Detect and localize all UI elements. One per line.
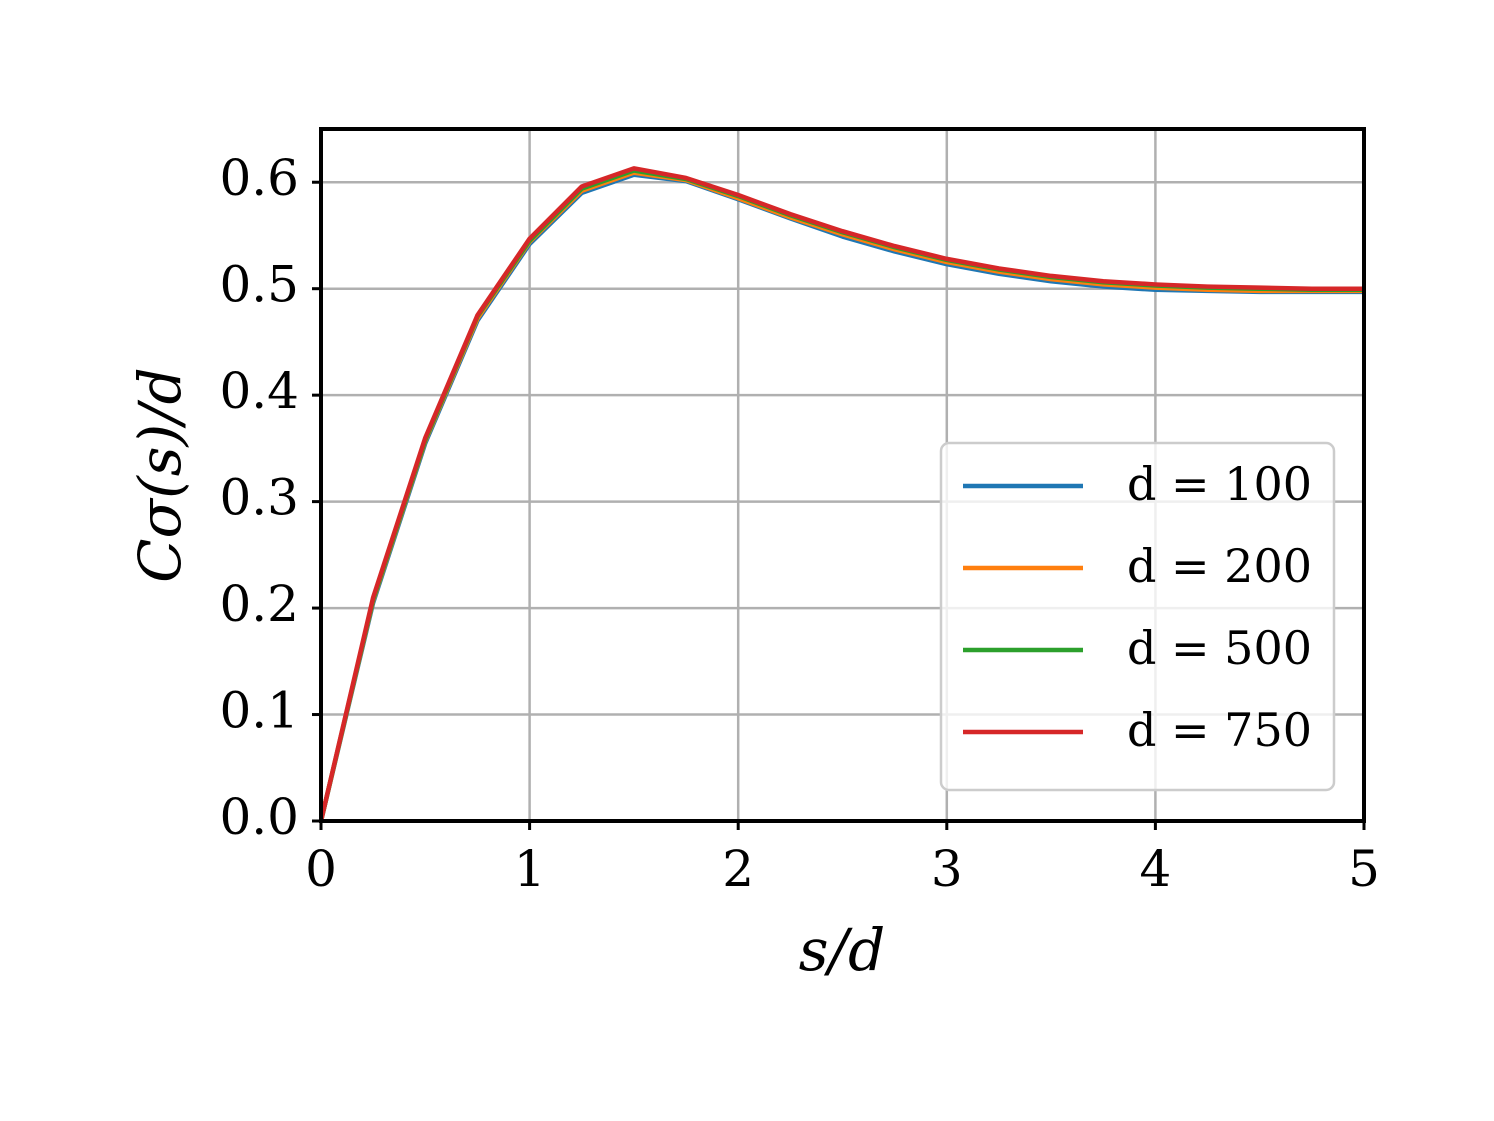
y-tick-label: 0.2: [219, 575, 299, 633]
legend-label: d = 500: [1127, 621, 1312, 675]
y-tick-label: 0.6: [219, 149, 299, 207]
y-tick-label: 0.5: [219, 256, 299, 314]
y-tick-label: 0.0: [219, 788, 299, 846]
x-tick-label: 4: [1139, 840, 1171, 898]
x-tick-label: 2: [722, 840, 754, 898]
lines: [318, 166, 1364, 822]
legend-label: d = 100: [1127, 457, 1312, 511]
legend-label: d = 750: [1127, 703, 1312, 757]
x-tick-label: 0: [305, 840, 337, 898]
y-axis-label: Cσ(s)/d: [126, 367, 194, 583]
plot-frame: [319, 127, 1366, 823]
x-axis-label: s/d: [799, 916, 885, 984]
legend-label: d = 200: [1127, 539, 1312, 593]
y-tick-label: 0.1: [219, 682, 299, 740]
x-tick-label: 1: [514, 840, 546, 898]
legend-box: [939, 441, 1336, 792]
ticks: 0.0 0.1 0.2 0.3 0.4 0.5 0.6 0 1 2 3 4 5: [219, 149, 1379, 898]
x-tick-label: 3: [931, 840, 963, 898]
y-tick-label: 0.4: [219, 362, 299, 420]
series-line: [318, 166, 1364, 822]
legend: d = 100 d = 200 d = 500 d = 750: [939, 441, 1336, 792]
y-tick-label: 0.3: [219, 469, 299, 527]
x-tick-label: 5: [1348, 840, 1380, 898]
